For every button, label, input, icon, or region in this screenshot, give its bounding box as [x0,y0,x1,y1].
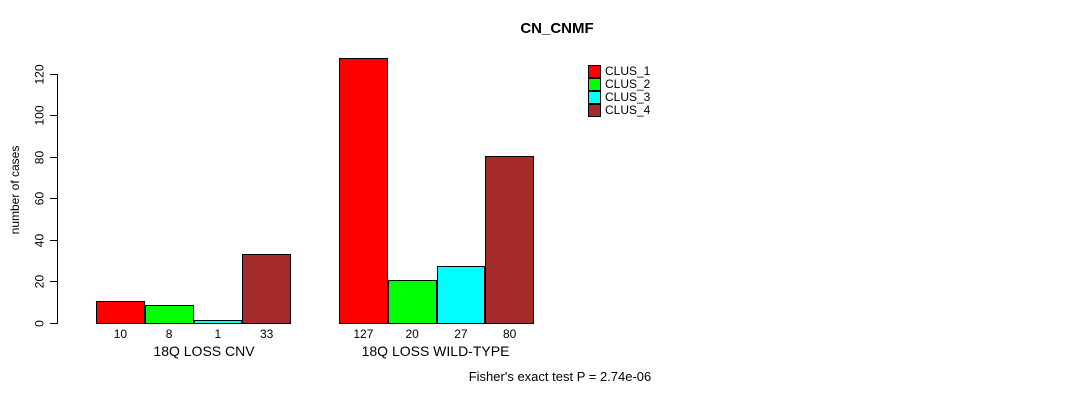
bar-value-label: 8 [165,327,173,341]
y-tick-mark [50,115,57,116]
bar-value-label: 80 [502,327,517,341]
bar-clus_4 [242,254,291,324]
group-label: 18Q LOSS CNV [153,343,255,359]
legend-swatch-clus_1 [588,64,601,78]
legend-item: CLUS_1 [588,64,651,78]
legend-swatch-clus_4 [588,103,601,117]
legend-item: CLUS_2 [588,77,651,91]
y-axis-label: number of cases [8,145,22,235]
y-tick-label: 0 [32,319,47,327]
legend-swatch-clus_2 [588,77,601,91]
group-label: 18Q LOSS WILD-TYPE [361,343,510,359]
annotation-text: Fisher's exact test P = 2.74e-06 [468,369,652,384]
legend-item: CLUS_4 [588,103,651,117]
bar-clus_1 [339,58,388,324]
y-axis [57,74,58,324]
y-tick-label: 20 [32,274,47,289]
bar-value-label: 20 [405,327,419,341]
legend-label: CLUS_2 [605,77,651,91]
bar-value-label: 10 [113,327,128,341]
y-tick-label: 120 [32,63,47,85]
legend-label: CLUS_1 [605,64,651,78]
bar-clus_2 [387,280,437,324]
y-tick-label: 40 [32,233,47,247]
bar-value-label: 1 [214,327,222,341]
legend: CLUS_1 CLUS_2 CLUS_3 CLUS_4 [588,64,651,117]
y-tick-mark [50,198,57,199]
y-tick-mark [50,239,57,241]
bar-value-label: 127 [353,327,374,341]
bar-clus_1 [96,301,145,324]
y-tick-mark [50,281,57,282]
y-tick-label: 80 [32,150,47,164]
legend-label: CLUS_4 [605,103,651,117]
bar-clus_4 [485,156,534,324]
bar-value-label: 27 [454,327,468,341]
bar-clus_3 [436,266,486,324]
legend-swatch-clus_3 [588,90,601,104]
y-tick-label: 60 [32,191,47,206]
chart-title: CN_CNMF [520,20,594,37]
legend-label: CLUS_3 [605,90,651,104]
bar-clus_3 [193,320,243,324]
y-tick-mark [50,73,57,75]
bar-clus_2 [144,305,194,324]
y-tick-mark [50,156,57,158]
y-tick-mark [50,322,57,324]
y-tick-label: 100 [32,105,47,126]
legend-item: CLUS_3 [588,90,651,104]
bar-value-label: 33 [259,327,274,341]
